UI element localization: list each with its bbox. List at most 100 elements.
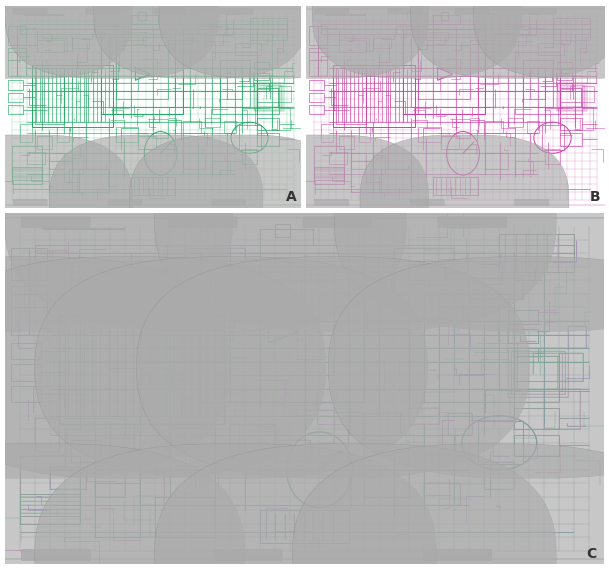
- Bar: [509, 310, 538, 324]
- FancyBboxPatch shape: [473, 0, 609, 79]
- Bar: [509, 348, 538, 361]
- Bar: [439, 307, 499, 389]
- Bar: [339, 136, 354, 149]
- FancyBboxPatch shape: [86, 8, 120, 14]
- FancyBboxPatch shape: [360, 135, 569, 266]
- Bar: [8, 26, 26, 44]
- Bar: [72, 38, 90, 48]
- Bar: [71, 440, 100, 461]
- FancyBboxPatch shape: [0, 257, 230, 479]
- Bar: [49, 153, 64, 169]
- Bar: [485, 121, 503, 133]
- Bar: [257, 102, 279, 114]
- Bar: [12, 146, 42, 184]
- Bar: [72, 155, 83, 174]
- Bar: [230, 281, 334, 375]
- Bar: [364, 413, 400, 435]
- FancyBboxPatch shape: [410, 199, 445, 205]
- Bar: [11, 248, 47, 281]
- Bar: [333, 65, 415, 127]
- Bar: [259, 229, 314, 245]
- Bar: [527, 121, 539, 133]
- Bar: [557, 61, 572, 69]
- Bar: [35, 418, 59, 451]
- FancyBboxPatch shape: [0, 257, 325, 479]
- Bar: [560, 118, 582, 130]
- Bar: [557, 84, 572, 91]
- Bar: [309, 26, 327, 44]
- Bar: [478, 421, 523, 464]
- FancyBboxPatch shape: [455, 8, 489, 14]
- FancyBboxPatch shape: [334, 109, 609, 331]
- Bar: [544, 389, 580, 429]
- Bar: [11, 364, 41, 381]
- FancyBboxPatch shape: [21, 217, 90, 228]
- FancyBboxPatch shape: [213, 550, 282, 560]
- Bar: [20, 494, 80, 516]
- FancyBboxPatch shape: [0, 109, 233, 331]
- Bar: [304, 410, 334, 443]
- Bar: [259, 510, 350, 543]
- Bar: [230, 424, 275, 451]
- Bar: [509, 310, 538, 324]
- Bar: [35, 418, 59, 451]
- Bar: [351, 161, 373, 192]
- Bar: [373, 155, 385, 174]
- Bar: [334, 273, 395, 294]
- Bar: [110, 424, 134, 451]
- Bar: [168, 40, 198, 52]
- FancyBboxPatch shape: [152, 8, 186, 14]
- FancyBboxPatch shape: [220, 0, 429, 79]
- Bar: [558, 85, 585, 110]
- FancyBboxPatch shape: [168, 217, 237, 228]
- Bar: [138, 136, 156, 149]
- Bar: [250, 18, 287, 40]
- Bar: [454, 321, 484, 375]
- FancyBboxPatch shape: [314, 199, 349, 205]
- Bar: [116, 44, 168, 99]
- Bar: [155, 497, 214, 537]
- Bar: [309, 48, 327, 76]
- Bar: [59, 316, 224, 424]
- Bar: [410, 37, 478, 107]
- Bar: [351, 153, 366, 169]
- Bar: [198, 26, 227, 34]
- Bar: [38, 40, 64, 52]
- Bar: [155, 497, 214, 537]
- Bar: [275, 440, 311, 461]
- Bar: [214, 267, 350, 389]
- FancyBboxPatch shape: [21, 550, 90, 560]
- Bar: [242, 149, 257, 164]
- Text: A: A: [286, 189, 297, 204]
- FancyBboxPatch shape: [108, 199, 142, 205]
- FancyBboxPatch shape: [5, 0, 219, 79]
- Bar: [470, 40, 501, 52]
- FancyBboxPatch shape: [168, 217, 237, 228]
- Bar: [433, 176, 478, 195]
- Bar: [257, 86, 281, 108]
- FancyBboxPatch shape: [155, 444, 556, 569]
- Bar: [409, 407, 439, 424]
- Bar: [139, 472, 164, 505]
- Bar: [424, 483, 460, 505]
- Bar: [514, 407, 559, 429]
- Bar: [418, 127, 440, 142]
- Bar: [234, 43, 261, 55]
- Bar: [336, 68, 366, 124]
- Bar: [12, 167, 42, 180]
- Bar: [8, 80, 23, 89]
- Bar: [575, 107, 593, 130]
- Bar: [509, 348, 568, 397]
- Bar: [11, 286, 47, 335]
- FancyBboxPatch shape: [388, 8, 422, 14]
- Bar: [426, 32, 448, 40]
- Bar: [501, 26, 530, 34]
- Bar: [364, 413, 400, 435]
- Bar: [559, 353, 583, 381]
- Bar: [514, 435, 559, 456]
- Bar: [381, 169, 410, 192]
- Bar: [439, 307, 499, 389]
- FancyBboxPatch shape: [328, 257, 609, 479]
- Bar: [545, 149, 560, 164]
- Bar: [314, 167, 343, 180]
